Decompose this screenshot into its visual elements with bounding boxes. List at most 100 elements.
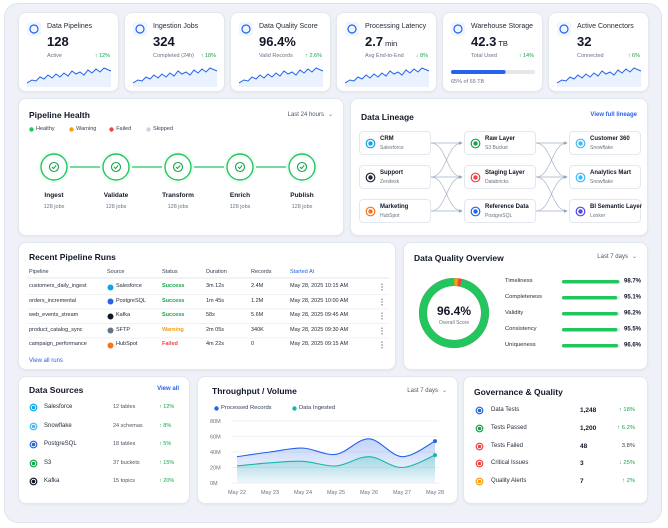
view-sources-link[interactable]: View all bbox=[157, 386, 179, 392]
legend-dot bbox=[29, 127, 34, 132]
icon-dot bbox=[368, 141, 373, 146]
icon-dot bbox=[368, 209, 373, 214]
icon-dot bbox=[473, 175, 478, 180]
row-menu[interactable] bbox=[380, 298, 384, 306]
legend-label: Data Ingested bbox=[299, 405, 336, 411]
lineage-node[interactable]: Marketing HubSpot bbox=[359, 199, 431, 223]
icon-shape bbox=[29, 477, 38, 486]
kpi-sparkline bbox=[557, 67, 642, 87]
quality-card: Data Quality Overview Last 7 days ⌄ 96.4% Ov… bbox=[403, 242, 648, 370]
icon-shape bbox=[575, 172, 586, 183]
node-name: Marketing bbox=[380, 204, 409, 210]
x-tick-label: May 26 bbox=[360, 490, 378, 496]
dimension-value: 98.7% bbox=[624, 279, 642, 285]
row-menu[interactable] bbox=[380, 312, 384, 320]
kpi-value: 42.3 TB bbox=[471, 34, 508, 49]
dimension-bar bbox=[562, 296, 618, 300]
kpi-icon bbox=[133, 22, 147, 36]
kpi-delta: ↑ 12% bbox=[94, 53, 110, 59]
card-title: Recent Pipeline Runs bbox=[29, 252, 116, 262]
kpi-card: Ingestion Jobs 324 Completed (24h) ↑ 18% bbox=[124, 12, 225, 92]
lineage-node[interactable]: Support Zendesk bbox=[359, 165, 431, 189]
data-lineage-card: Data Lineage View full lineage CRM Salesfor… bbox=[350, 98, 648, 236]
series-end-point bbox=[433, 439, 437, 444]
icon-dot bbox=[473, 141, 478, 146]
sparkline bbox=[345, 67, 430, 84]
lineage-node[interactable]: Analytics Mart Snowflake bbox=[569, 165, 641, 189]
dimension-bar bbox=[562, 344, 619, 348]
chevron: ⌄ bbox=[631, 254, 637, 260]
icon-shape bbox=[559, 24, 569, 34]
cell: 3m 12s bbox=[206, 283, 225, 289]
cell: orders_incremental bbox=[29, 297, 77, 304]
kpi-value: 96.4% bbox=[259, 34, 296, 49]
icon-dot bbox=[473, 209, 478, 214]
kpi-card: Active Connectors 32 Connected ↑ 6% bbox=[548, 12, 649, 92]
kpi-value: 2.7 min bbox=[365, 34, 397, 49]
icon bbox=[29, 459, 38, 467]
icon bbox=[365, 206, 376, 217]
icon-shape bbox=[347, 24, 357, 34]
icon bbox=[29, 403, 38, 412]
sparkline-area bbox=[239, 68, 323, 87]
dot bbox=[214, 406, 219, 411]
lineage-node[interactable]: Raw Layer S3 Bucket bbox=[464, 131, 536, 155]
kpi-icon bbox=[27, 22, 41, 36]
range-dropdown[interactable]: Last 24 hours ⌄ bbox=[287, 112, 333, 118]
kpi-card: Processing Latency 2.7 min Avg End-to-End ↓ … bbox=[336, 12, 437, 92]
row-menu[interactable] bbox=[380, 341, 384, 349]
row-menu[interactable] bbox=[380, 327, 384, 335]
menu-dot bbox=[381, 332, 383, 334]
view-runs-link[interactable]: View all runs bbox=[29, 358, 63, 364]
cell: product_catalog_sync bbox=[29, 326, 83, 333]
kpi-title: Data Pipelines bbox=[47, 23, 93, 30]
source-delta: ↑ 5% bbox=[159, 441, 172, 447]
stage-name: Ingest bbox=[44, 192, 64, 199]
source-icon bbox=[107, 327, 114, 334]
kpi-delta: ↑ 6% bbox=[627, 53, 640, 59]
menu-dot bbox=[381, 347, 383, 349]
legend-dot bbox=[109, 127, 114, 132]
node-name: Support bbox=[380, 170, 403, 176]
x-tick-label: May 28 bbox=[426, 490, 444, 496]
lineage-node[interactable]: Customer 360 Snowflake bbox=[569, 131, 641, 155]
metric-name: Quality Alerts bbox=[491, 478, 527, 485]
source-name: Snowflake bbox=[44, 422, 72, 429]
row-menu[interactable] bbox=[380, 283, 384, 291]
legend-dot bbox=[146, 127, 151, 132]
y-tick-label: 60M bbox=[210, 435, 221, 441]
kpi-title: Processing Latency bbox=[365, 23, 427, 30]
recent-runs-card: Recent Pipeline Runs Pipeline Source Status… bbox=[18, 242, 396, 370]
status-label: Success bbox=[162, 312, 185, 318]
lineage-node[interactable]: CRM Salesforce bbox=[359, 131, 431, 155]
stage-name: Transform bbox=[162, 192, 194, 199]
lineage-node[interactable]: BI Semantic Layer Looker bbox=[569, 199, 642, 223]
lineage-edge bbox=[430, 175, 463, 212]
lineage-edge bbox=[535, 141, 568, 178]
icon-shape bbox=[470, 138, 481, 149]
view-lineage-link[interactable]: View full lineage bbox=[590, 112, 637, 118]
icon-bg bbox=[133, 22, 147, 36]
cell: 1.2M bbox=[251, 297, 264, 304]
menu-dot bbox=[381, 327, 383, 329]
icon-dot bbox=[31, 442, 36, 447]
node-sub: PostgreSQL bbox=[485, 213, 513, 219]
range-dropdown[interactable]: Last 7 days ⌄ bbox=[407, 388, 447, 394]
metric-name: Tests Passed bbox=[491, 424, 527, 431]
icon bbox=[475, 406, 484, 415]
kpi-number: 42.3 bbox=[471, 34, 497, 49]
stage-icon-mark bbox=[175, 165, 181, 170]
kpi-icon bbox=[345, 22, 359, 36]
metric-delta: ↓ 25% bbox=[618, 460, 635, 467]
icon-dot bbox=[31, 479, 36, 484]
metric-name: Critical Issues bbox=[491, 460, 529, 467]
stage-icon bbox=[172, 161, 184, 173]
icon-shape bbox=[470, 172, 481, 183]
lineage-node[interactable]: Reference Data PostgreSQL bbox=[464, 199, 536, 223]
icon-shape bbox=[29, 440, 38, 449]
range-dropdown[interactable]: Last 7 days ⌄ bbox=[597, 254, 637, 260]
lineage-node[interactable]: Staging Layer Databricks bbox=[464, 165, 536, 189]
stage-node bbox=[102, 153, 130, 181]
stage-icon-mark bbox=[113, 165, 119, 170]
y-tick-label: 80M bbox=[210, 419, 221, 425]
